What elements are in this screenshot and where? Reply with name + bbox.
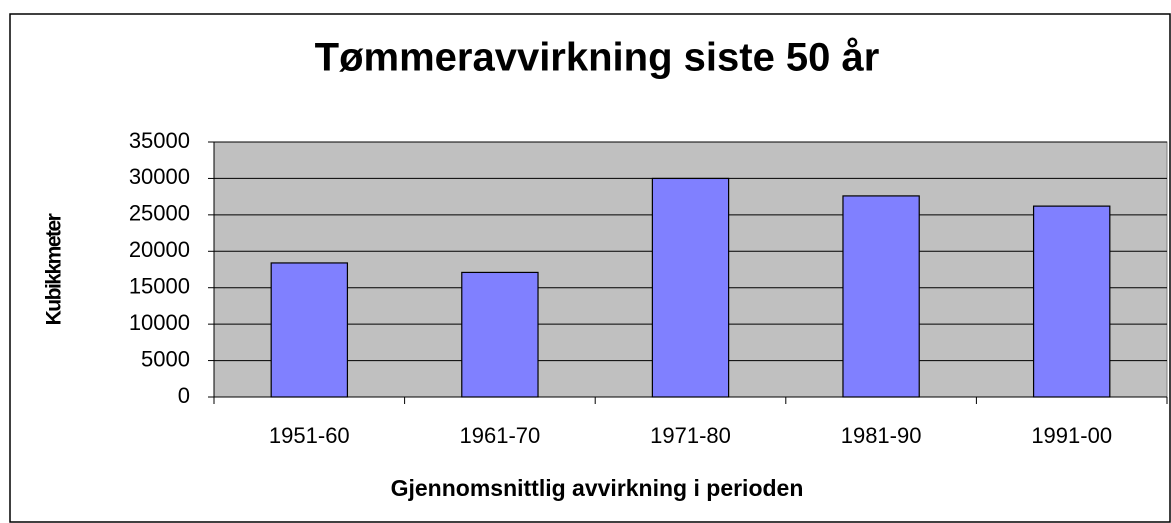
y-axis-title: Kubikkmeter [43,213,66,325]
y-tick-label: 0 [178,383,190,408]
chart-title: Tømmeravvirkning siste 50 år [315,36,880,80]
bar [270,262,349,398]
x-axis-title: Gjennomsnittlig avvirkning i perioden [391,475,804,501]
bar [461,271,539,398]
y-tick-label: 10000 [129,310,190,335]
bar [651,177,730,398]
x-tick-label: 1951-60 [269,423,350,448]
y-tick-label: 15000 [129,274,190,299]
x-tick-label: 1981-90 [841,423,922,448]
x-tick-label: 1991-00 [1031,423,1112,448]
y-tick-label: 35000 [129,128,190,153]
y-tick-label: 5000 [141,346,190,371]
x-tick-label: 1961-70 [460,423,541,448]
y-tick-label: 20000 [129,237,190,262]
bar [1032,205,1111,398]
y-tick-label: 30000 [129,164,190,189]
y-tick-label: 25000 [129,201,190,226]
x-tick-label: 1971-80 [650,423,731,448]
bar [842,195,920,398]
